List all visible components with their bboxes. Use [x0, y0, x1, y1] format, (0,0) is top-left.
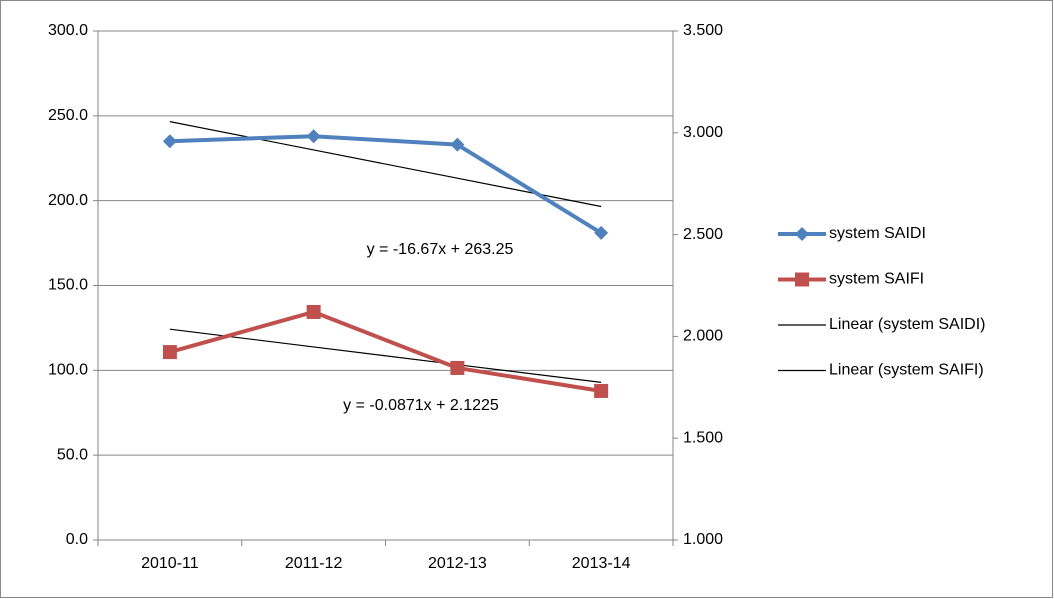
trend-equation: y = -16.67x + 263.25	[367, 241, 514, 258]
y-tick-label: 150.0	[48, 277, 88, 294]
trend-equation: y = -0.0871x + 2.1225	[343, 397, 499, 414]
data-marker	[306, 304, 321, 319]
y-tick-label: 200.0	[48, 192, 88, 209]
series-line	[169, 309, 602, 393]
y2-tick-label: 1.500	[683, 429, 723, 446]
series-line	[169, 134, 603, 235]
legend-label: Linear (system SAIDI)	[829, 316, 985, 333]
legend-marker	[795, 272, 809, 287]
y-tick-label: 250.0	[48, 107, 88, 124]
y-tick-label: 100.0	[48, 362, 88, 379]
data-marker	[594, 383, 609, 398]
legend-label: system SAIDI	[829, 225, 926, 242]
x-tick-label: 2010-11	[141, 555, 199, 572]
x-tick-label: 2013-14	[572, 555, 631, 572]
data-marker	[306, 129, 321, 144]
trend-line	[169, 328, 602, 383]
y-tick-label: 50.0	[57, 446, 88, 463]
legend-label: Linear (system SAIFI)	[829, 362, 984, 379]
y2-tick-label: 1.000	[683, 531, 723, 548]
data-marker	[450, 137, 465, 152]
y-tick-label: 0.0	[66, 531, 88, 548]
y2-tick-label: 3.000	[683, 124, 723, 141]
data-marker	[594, 225, 609, 240]
y2-tick-label: 2.500	[683, 226, 723, 243]
legend-label: system SAIFI	[829, 271, 924, 288]
trend-line	[169, 121, 602, 208]
legend-marker	[795, 227, 809, 241]
data-marker	[162, 345, 177, 360]
y2-tick-label: 2.000	[683, 328, 723, 345]
y2-tick-label: 3.500	[683, 22, 723, 39]
data-marker	[450, 360, 465, 375]
y-tick-label: 300.0	[48, 22, 88, 39]
x-tick-label: 2012-13	[428, 555, 487, 572]
data-marker	[162, 134, 177, 149]
x-tick-label: 2011-12	[285, 555, 343, 572]
